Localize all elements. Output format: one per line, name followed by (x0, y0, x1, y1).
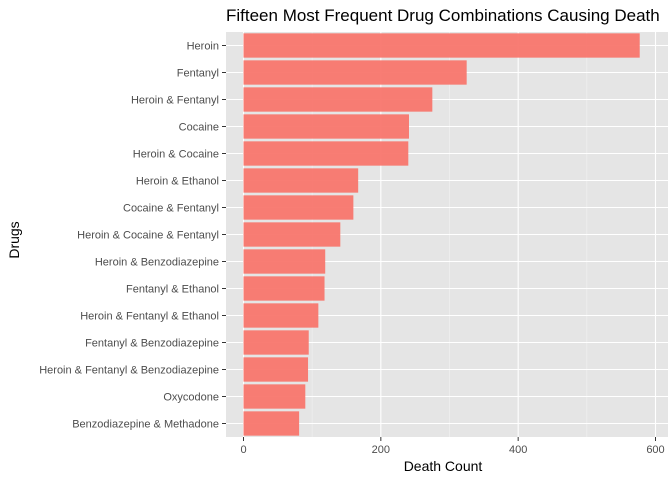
y-tick-label: Fentanyl & Ethanol (126, 284, 219, 296)
bar (243, 114, 409, 139)
y-tick-label: Heroin & Fentanyl & Ethanol (80, 311, 219, 323)
y-tick-label: Heroin & Benzodiazepine (95, 257, 219, 269)
y-axis-title: Drugs (6, 221, 22, 258)
bar (243, 168, 359, 193)
y-tick-label: Cocaine (179, 122, 219, 134)
bar (243, 141, 409, 166)
y-tick-label: Fentanyl (177, 68, 219, 80)
bars (243, 33, 640, 436)
y-tick-label: Heroin & Fentanyl & Benzodiazepine (39, 365, 219, 377)
bar (243, 276, 325, 301)
y-tick-label: Heroin & Cocaine (133, 149, 219, 161)
y-tick-label: Heroin & Cocaine & Fentanyl (77, 230, 219, 242)
y-tick-label: Oxycodone (163, 392, 219, 404)
bar (243, 222, 341, 247)
bar (243, 60, 467, 85)
bar (243, 303, 319, 328)
x-axis: 0 200 400 600 (240, 437, 665, 456)
y-tick-label: Fentanyl & Benzodiazepine (85, 338, 219, 350)
y-tick-label: Cocaine & Fentanyl (123, 203, 219, 215)
bar (243, 411, 300, 436)
y-tick-label: Heroin & Fentanyl (131, 95, 219, 107)
bar (243, 249, 326, 274)
bar (243, 87, 433, 112)
bar (243, 33, 640, 58)
y-axis: Heroin Fentanyl Heroin & Fentanyl Cocaine He… (39, 41, 226, 431)
x-tick-label: 0 (240, 444, 246, 456)
chart-title: Fifteen Most Frequent Drug Combinations … (226, 6, 660, 25)
x-tick-label: 600 (646, 444, 664, 456)
bar (243, 330, 309, 355)
bar (243, 357, 309, 382)
x-axis-title: Death Count (404, 458, 483, 474)
bar (243, 384, 306, 409)
y-tick-label: Heroin (187, 41, 219, 53)
y-tick-label: Benzodiazepine & Methadone (72, 419, 219, 431)
x-tick-label: 400 (509, 444, 527, 456)
bar (243, 195, 354, 220)
x-tick-label: 200 (372, 444, 390, 456)
y-tick-label: Heroin & Ethanol (136, 176, 219, 188)
